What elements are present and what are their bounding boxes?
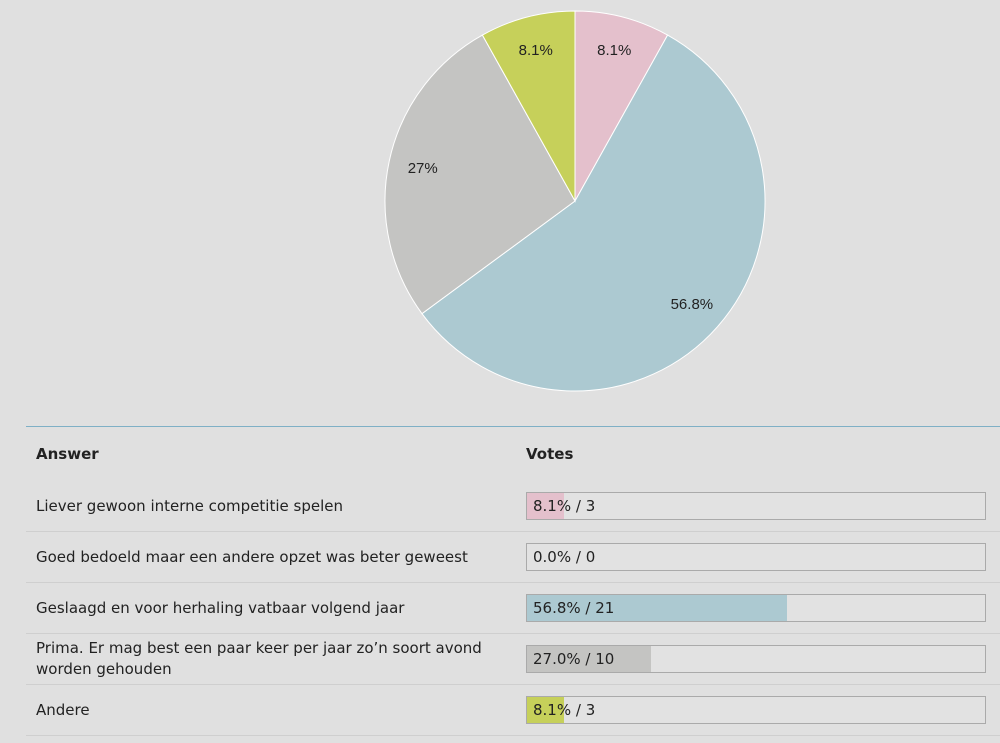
table-row: Prima. Er mag best een paar keer per jaa… [26,634,1000,685]
pie-slice-label: 8.1% [597,42,631,59]
pie-slice [481,10,576,203]
table-header: Answer Votes [26,427,1000,481]
vote-bar-label: 56.8% / 21 [533,599,615,617]
vote-bar-label: 8.1% / 3 [533,701,596,719]
pie-slice [421,34,766,392]
answer-text: Liever gewoon interne competitie spelen [36,496,343,515]
header-votes: Votes [526,445,574,463]
vote-bar: 8.1% / 3 [526,696,986,724]
pie-slice-label: 56.8% [671,296,714,313]
table-row: Goed bedoeld maar een andere opzet was b… [26,532,1000,583]
answer-text: Prima. Er mag best een paar keer per jaa… [36,639,482,678]
vote-bar-fill [527,697,565,723]
pie-slice-label: 8.1% [519,42,553,59]
vote-bar-label: 0.0% / 0 [533,548,596,566]
pie-slice [574,10,669,203]
pie-chart: 8.1% 56.8% 27% 8.1% [384,10,766,392]
pie-slice [384,34,576,315]
vote-bar-fill [527,493,565,519]
vote-bar: 27.0% / 10 [526,645,986,673]
answer-text: Goed bedoeld maar een andere opzet was b… [36,547,468,566]
table-row: Geslaagd en voor herhaling vatbaar volge… [26,583,1000,634]
header-answer: Answer [36,444,99,463]
answer-text: Andere [36,700,90,719]
vote-bar: 56.8% / 21 [526,594,986,622]
vote-bar-fill [527,595,788,621]
vote-bar: 8.1% / 3 [526,492,986,520]
table-row: Liever gewoon interne competitie spelen … [26,481,1000,532]
vote-bar: 0.0% / 0 [526,543,986,571]
vote-bar-label: 8.1% / 3 [533,497,596,515]
results-table: Answer Votes Liever gewoon interne compe… [26,426,1000,736]
vote-bar-fill [527,646,651,672]
table-row: Andere 8.1% / 3 [26,685,1000,736]
answer-text: Geslaagd en voor herhaling vatbaar volge… [36,598,405,617]
pie-chart-svg: 8.1% 56.8% 27% 8.1% [384,10,766,392]
pie-slice-label: 27% [408,160,438,177]
vote-bar-label: 27.0% / 10 [533,650,615,668]
